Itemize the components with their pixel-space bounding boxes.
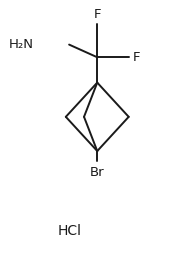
Text: H₂N: H₂N: [9, 38, 34, 51]
Text: HCl: HCl: [58, 224, 82, 238]
Text: F: F: [133, 51, 140, 64]
Text: F: F: [94, 8, 101, 20]
Text: Br: Br: [90, 166, 105, 179]
